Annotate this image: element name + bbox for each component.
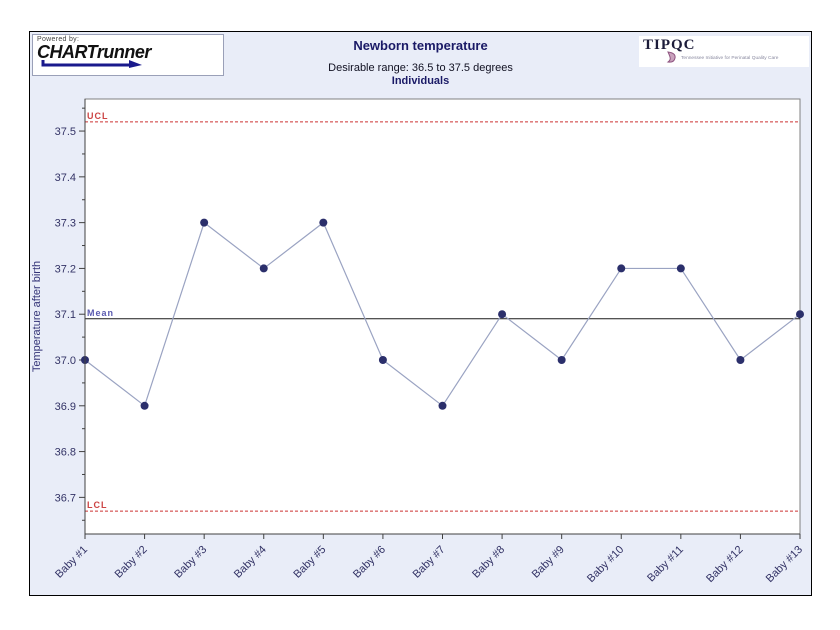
data-point — [736, 356, 745, 364]
y-tick-label: 36.7 — [55, 492, 76, 504]
powered-by-label: Powered by: — [37, 36, 80, 43]
x-tick-label: Baby #1 — [53, 544, 90, 581]
chart-title: Newborn temperature — [353, 38, 488, 53]
x-tick-label: Baby #5 — [291, 544, 328, 581]
data-point — [557, 356, 566, 364]
y-tick-label: 37.3 — [55, 218, 76, 230]
y-tick-label: 37.0 — [55, 355, 76, 367]
x-tick-label: Baby #8 — [470, 544, 507, 581]
data-point — [259, 264, 268, 273]
tipqc-caption: Tennessee Initiative for Perinatal Quali… — [681, 55, 779, 60]
chartrunner-wordmark: CHARTrunner — [37, 42, 151, 62]
y-tick-label: 36.9 — [55, 401, 76, 413]
lcl-label: LCL — [87, 500, 108, 510]
data-point — [200, 218, 209, 227]
tipqc-wordmark: TIPQC — [643, 37, 696, 53]
x-tick-label: Baby #12 — [704, 544, 745, 585]
chart-window: Powered by: CHARTrunner Newborn temperat… — [29, 31, 812, 596]
data-point — [498, 310, 507, 319]
data-point — [378, 356, 387, 364]
data-point — [617, 264, 626, 273]
mean-label: Mean — [87, 308, 114, 318]
y-tick-label: 37.2 — [55, 263, 76, 275]
x-tick-label: Baby #11 — [645, 544, 686, 585]
tipqc-logo: TIPQC Tennessee Initiative for Perinatal… — [639, 36, 809, 67]
tipqc-ribbon-icon — [666, 51, 676, 63]
chartrunner-swoosh-icon — [41, 60, 142, 68]
data-point — [438, 401, 447, 410]
plot-area — [84, 98, 801, 535]
y-tick-label: 37.4 — [55, 172, 76, 184]
chart-type-label: Individuals — [391, 75, 450, 87]
chart-subtitle: Desirable range: 36.5 to 37.5 degrees — [328, 62, 513, 74]
data-point — [796, 310, 804, 319]
x-tick-label: Baby #7 — [411, 544, 448, 581]
chart-svg: 36.7 36.8 36.9 37.0 37.1 37.2 37.3 37.4 37.5 Baby… — [31, 98, 805, 585]
x-tick-label: Baby #6 — [351, 544, 388, 581]
x-tick-label: Baby #10 — [585, 544, 626, 585]
x-tick-label: Baby #2 — [113, 544, 150, 581]
y-tick-label: 37.1 — [55, 309, 76, 321]
x-tick-label: Baby #3 — [172, 544, 209, 581]
ucl-label: UCL — [87, 111, 109, 121]
x-tick-label: Baby #9 — [530, 544, 567, 581]
chartrunner-logo: Powered by: CHARTrunner — [32, 34, 224, 76]
data-point — [319, 218, 328, 227]
y-tick-label: 36.8 — [55, 447, 76, 459]
y-axis-title: Temperature after birth — [31, 261, 43, 372]
data-point — [140, 401, 149, 410]
data-point — [676, 264, 685, 273]
x-tick-label: Baby #13 — [764, 544, 805, 585]
x-tick-label: Baby #4 — [232, 544, 269, 581]
chart-header: Newborn temperature Desirable range: 36.… — [328, 38, 513, 87]
y-tick-label: 37.5 — [55, 126, 76, 138]
